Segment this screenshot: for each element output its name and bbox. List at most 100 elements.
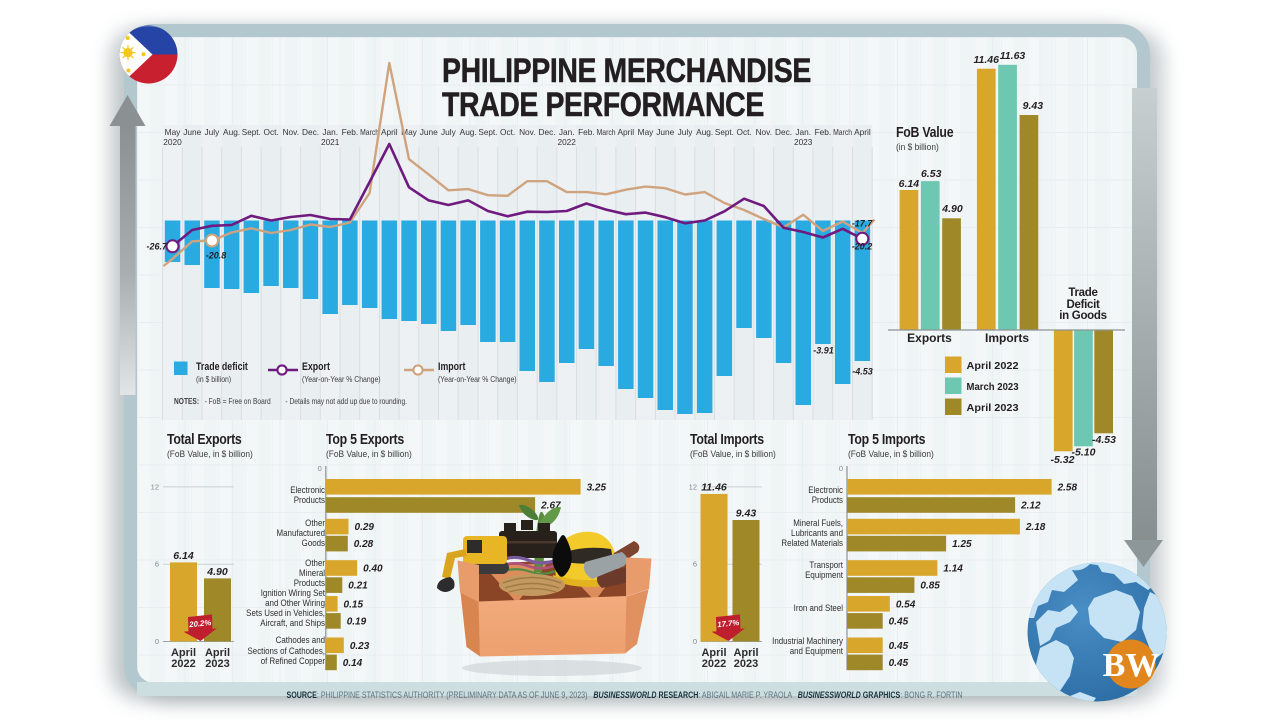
svg-text:2021: 2021 xyxy=(321,137,340,147)
svg-text:0.45: 0.45 xyxy=(889,641,909,652)
svg-text:9.43: 9.43 xyxy=(1023,100,1044,112)
svg-text:May: May xyxy=(638,127,655,137)
svg-text:Exports: Exports xyxy=(907,331,952,345)
svg-text:6.14: 6.14 xyxy=(899,178,920,190)
svg-text:June: June xyxy=(420,127,438,137)
svg-text:Sept.: Sept. xyxy=(478,127,497,137)
svg-text:1.25: 1.25 xyxy=(952,539,972,550)
svg-text:July: July xyxy=(205,127,221,137)
svg-text:April: April xyxy=(733,647,758,659)
svg-text:-17.7: -17.7 xyxy=(852,219,874,229)
svg-text:Dec.: Dec. xyxy=(538,127,555,137)
svg-text:0.45: 0.45 xyxy=(889,616,909,627)
svg-text:-26.7: -26.7 xyxy=(146,242,168,252)
svg-text:9.43: 9.43 xyxy=(736,508,757,520)
svg-text:Sept.: Sept. xyxy=(715,127,734,137)
svg-text:6: 6 xyxy=(693,560,697,569)
svg-text:2023: 2023 xyxy=(205,658,229,670)
svg-text:2022: 2022 xyxy=(557,137,576,147)
svg-text:11.46: 11.46 xyxy=(973,54,999,66)
svg-text:0.54: 0.54 xyxy=(896,599,916,610)
svg-text:Feb.: Feb. xyxy=(815,127,832,137)
svg-text:2.12: 2.12 xyxy=(1020,501,1041,512)
svg-text:2023: 2023 xyxy=(734,658,758,670)
svg-text:-5.10: -5.10 xyxy=(1072,447,1096,459)
svg-text:4.90: 4.90 xyxy=(941,203,963,215)
svg-text:Nov.: Nov. xyxy=(756,127,772,137)
svg-text:4.90: 4.90 xyxy=(206,566,228,578)
svg-text:SOURCE: PHILIPPINE STATISTICS: SOURCE: PHILIPPINE STATISTICS AUTHORITY … xyxy=(286,690,962,700)
svg-text:0.85: 0.85 xyxy=(920,581,940,592)
svg-text:May: May xyxy=(165,127,182,137)
svg-text:2.18: 2.18 xyxy=(1025,522,1046,533)
svg-text:0.40: 0.40 xyxy=(363,564,383,575)
svg-text:2.58: 2.58 xyxy=(1057,482,1078,493)
svg-text:2022: 2022 xyxy=(171,658,195,670)
svg-text:2.67: 2.67 xyxy=(540,501,561,512)
svg-text:2023: 2023 xyxy=(794,137,813,147)
svg-text:-3.91: -3.91 xyxy=(813,346,834,356)
svg-text:March 2023: March 2023 xyxy=(967,381,1019,393)
svg-text:June: June xyxy=(183,127,201,137)
svg-text:0.45: 0.45 xyxy=(889,658,909,669)
svg-text:April: April xyxy=(381,127,398,137)
svg-text:11.63: 11.63 xyxy=(1000,50,1026,62)
svg-text:April: April xyxy=(617,127,634,137)
svg-text:Sept.: Sept. xyxy=(242,127,261,137)
svg-text:April: April xyxy=(854,127,871,137)
svg-text:11.46: 11.46 xyxy=(701,481,727,493)
svg-text:Nov.: Nov. xyxy=(519,127,535,137)
svg-text:Dec.: Dec. xyxy=(775,127,792,137)
svg-text:-4.53: -4.53 xyxy=(852,367,873,377)
svg-text:Aug.: Aug. xyxy=(696,127,713,137)
svg-text:0.28: 0.28 xyxy=(354,539,374,550)
svg-text:April: April xyxy=(205,647,230,659)
svg-text:17.7%: 17.7% xyxy=(717,618,740,629)
svg-text:Jan.: Jan. xyxy=(322,127,338,137)
svg-text:Oct.: Oct. xyxy=(263,127,278,137)
svg-text:Jan.: Jan. xyxy=(559,127,575,137)
svg-text:-20.2: -20.2 xyxy=(852,242,873,252)
svg-text:March: March xyxy=(597,127,616,137)
svg-text:Nov.: Nov. xyxy=(283,127,299,137)
svg-text:6.53: 6.53 xyxy=(921,168,942,180)
svg-text:Imports: Imports xyxy=(985,331,1029,345)
svg-text:2020: 2020 xyxy=(163,137,182,147)
svg-text:July: July xyxy=(441,127,457,137)
svg-text:May: May xyxy=(401,127,418,137)
svg-text:Dec.: Dec. xyxy=(302,127,319,137)
svg-text:3.25: 3.25 xyxy=(587,482,607,493)
svg-text:0: 0 xyxy=(318,464,322,473)
svg-text:April: April xyxy=(171,647,196,659)
svg-text:Oct.: Oct. xyxy=(500,127,515,137)
svg-text:BW: BW xyxy=(1103,647,1160,684)
svg-text:June: June xyxy=(656,127,674,137)
svg-text:Aug.: Aug. xyxy=(223,127,240,137)
svg-text:March: March xyxy=(833,127,852,137)
svg-text:2022: 2022 xyxy=(702,658,726,670)
svg-text:-20.8: -20.8 xyxy=(206,251,227,261)
svg-text:0: 0 xyxy=(839,464,843,473)
svg-text:-4.53: -4.53 xyxy=(1092,434,1116,446)
svg-text:0: 0 xyxy=(693,637,697,646)
svg-text:0.14: 0.14 xyxy=(343,658,363,669)
svg-text:April 2023: April 2023 xyxy=(967,402,1019,414)
svg-text:0.15: 0.15 xyxy=(344,599,364,610)
svg-text:0: 0 xyxy=(155,637,159,646)
svg-text:0.19: 0.19 xyxy=(347,616,367,627)
svg-text:12: 12 xyxy=(689,482,697,491)
svg-text:12: 12 xyxy=(151,482,159,491)
svg-text:Oct.: Oct. xyxy=(736,127,751,137)
svg-text:0.23: 0.23 xyxy=(350,641,370,652)
svg-text:Jan.: Jan. xyxy=(795,127,811,137)
svg-text:6.14: 6.14 xyxy=(173,550,194,562)
svg-text:Feb.: Feb. xyxy=(578,127,595,137)
svg-text:April: April xyxy=(701,647,726,659)
svg-text:20.2%: 20.2% xyxy=(188,618,212,629)
svg-text:6: 6 xyxy=(155,560,159,569)
svg-text:March: March xyxy=(360,127,379,137)
svg-text:-5.32: -5.32 xyxy=(1051,454,1075,466)
svg-text:0.29: 0.29 xyxy=(355,522,375,533)
svg-text:Feb.: Feb. xyxy=(342,127,359,137)
svg-text:0.21: 0.21 xyxy=(348,581,368,592)
